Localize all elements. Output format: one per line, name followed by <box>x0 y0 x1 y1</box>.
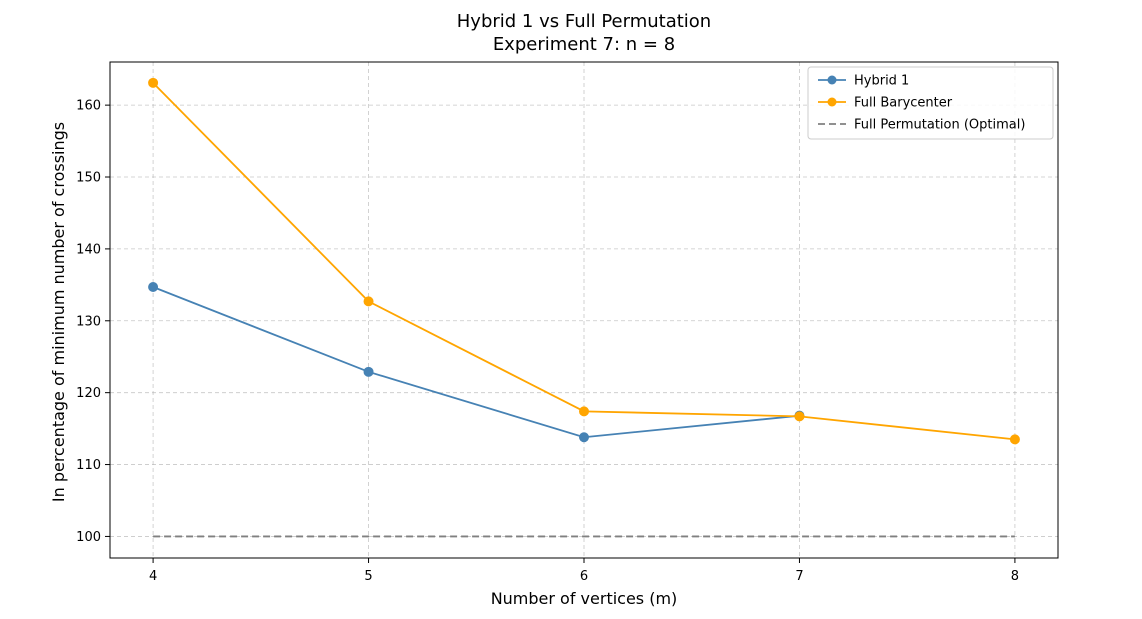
data-point-full-barycenter <box>1009 434 1020 445</box>
y-axis-label: In percentage of minimum number of cross… <box>49 122 68 502</box>
y-tick-label: 130 <box>76 314 101 329</box>
axis-ticks: 4 5 6 7 8 100 110 120 130 140 150 160 <box>76 99 1019 584</box>
y-tick-label: 110 <box>76 458 101 473</box>
series-layer <box>148 77 1020 538</box>
legend-label: Hybrid 1 <box>854 74 909 89</box>
y-tick-label: 160 <box>76 99 101 114</box>
legend-label: Full Barycenter <box>854 96 953 111</box>
x-tick-label: 6 <box>580 569 588 584</box>
legend-swatch-marker <box>827 97 837 107</box>
series-line-hybrid-1 <box>152 286 800 439</box>
data-point-hybrid-1 <box>579 432 589 443</box>
data-point-hybrid-1 <box>148 281 159 292</box>
y-tick-label: 120 <box>76 386 101 401</box>
legend: Hybrid 1 Full Barycenter Full Permutation … <box>807 66 1054 140</box>
legend-box <box>807 66 1054 140</box>
x-axis-label: Number of vertices (m) <box>491 589 678 608</box>
data-point-full-barycenter <box>148 77 159 88</box>
data-point-full-barycenter <box>579 406 589 417</box>
data-point-full-barycenter <box>363 296 374 307</box>
x-tick-label: 8 <box>1011 569 1019 584</box>
y-tick-label: 150 <box>76 171 101 186</box>
x-tick-label: 5 <box>364 569 372 584</box>
legend-swatch-marker <box>827 75 837 85</box>
y-tick-label: 140 <box>76 242 101 257</box>
data-point-hybrid-1 <box>363 366 374 377</box>
data-point-full-barycenter <box>794 411 805 422</box>
y-tick-label: 100 <box>76 530 101 545</box>
x-tick-label: 7 <box>795 569 803 584</box>
legend-label: Full Permutation (Optimal) <box>854 118 1025 133</box>
chart-subtitle: Experiment 7: n = 8 <box>493 34 675 55</box>
chart-title: Hybrid 1 vs Full Permutation <box>457 11 711 32</box>
x-tick-label: 4 <box>149 569 157 584</box>
